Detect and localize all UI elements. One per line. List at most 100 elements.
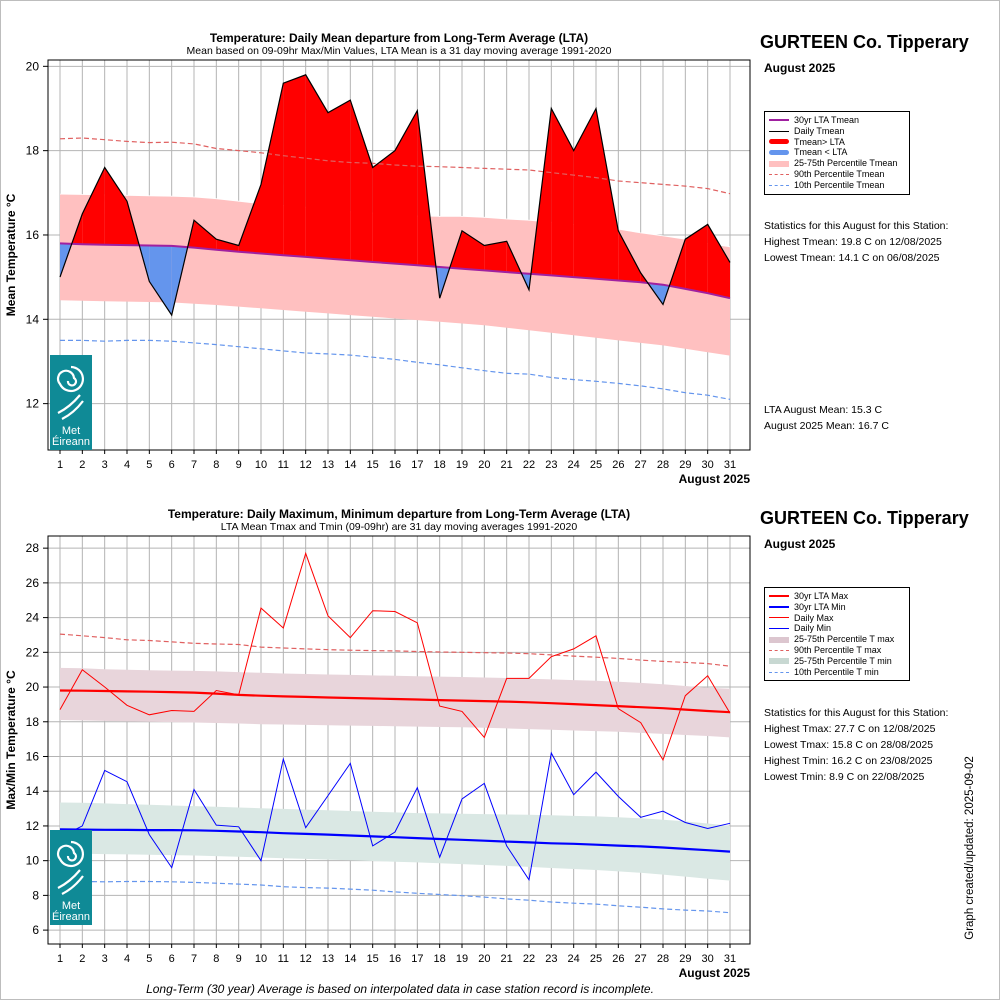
daily-min-line	[59, 751, 731, 882]
y-tick-label: 12	[26, 819, 40, 833]
x-tick-label: 20	[478, 459, 490, 471]
x-tick-label: 22	[523, 953, 535, 965]
stats-line: Lowest Tmin: 8.9 C on 22/08/2025	[764, 771, 925, 783]
legend-swatch	[769, 635, 789, 645]
x-tick-label: 30	[702, 459, 714, 471]
x-tick-label: 13	[322, 953, 334, 965]
lta-max-line	[59, 689, 731, 714]
legend-item: Daily Min	[769, 623, 909, 634]
legend-item: 25-75th Percentile Tmean	[769, 158, 909, 169]
x-tick-label: 18	[434, 953, 446, 965]
x-tick-label: 12	[300, 459, 312, 471]
x-tick-label: 15	[367, 459, 379, 471]
grid	[48, 536, 750, 944]
legend-item: Daily Max	[769, 613, 909, 624]
legend-label: Tmean> LTA	[794, 136, 845, 147]
legend-swatch	[769, 169, 789, 179]
met-eireann-logo: Met Éireann	[50, 830, 92, 925]
legend-swatch	[769, 613, 789, 623]
daily-tmean-line	[59, 74, 731, 317]
legend-swatch	[769, 159, 789, 169]
departure-fill	[596, 108, 619, 281]
departure-fill	[685, 224, 708, 294]
stats-means: LTA August Mean: 15.3 C August 2025 Mean…	[764, 402, 889, 434]
legend-label: Daily Min	[794, 623, 832, 634]
legend-item: Tmean < LTA	[769, 147, 909, 158]
x-tick-label: 29	[679, 459, 691, 471]
y-tick-label: 26	[26, 576, 40, 590]
x-tick-label: 7	[191, 459, 197, 471]
chart-title: Temperature: Daily Mean departure from L…	[210, 31, 588, 45]
x-tick-label: 1	[57, 459, 63, 471]
footnote: Long-Term (30 year) Average is based on …	[146, 982, 654, 996]
departure-fill	[82, 167, 105, 245]
x-tick-label: 2	[79, 953, 85, 965]
x-tick-label: 26	[612, 459, 624, 471]
legend-label: 30yr LTA Min	[794, 601, 846, 612]
y-tick-label: 22	[26, 645, 40, 659]
x-tick-label: 27	[635, 459, 647, 471]
legend-swatch	[769, 624, 789, 634]
x-axis-label: August 2025	[679, 472, 751, 486]
legend-swatch	[769, 591, 789, 601]
legend-label: 90th Percentile T max	[794, 644, 882, 655]
x-tick-label: 24	[568, 459, 580, 471]
departure-fill	[328, 100, 351, 261]
y-tick-label: 24	[26, 611, 40, 625]
plot-frame	[47, 535, 751, 945]
x-tick-label: 1	[57, 953, 63, 965]
legend-swatch	[769, 126, 789, 136]
x-tick-label: 24	[568, 953, 580, 965]
legend-item: 30yr LTA Min	[769, 602, 909, 613]
y-tick-label: 18	[26, 144, 40, 158]
x-tick-label: 5	[146, 953, 152, 965]
x-tick-label: 31	[724, 953, 736, 965]
legend-item: 25-75th Percentile T max	[769, 634, 909, 645]
x-tick-label: 30	[702, 953, 714, 965]
legend-label: Daily Tmean	[794, 125, 845, 136]
percentile-band-tmin	[60, 802, 730, 881]
departure-fill	[261, 83, 284, 256]
legend-swatch	[769, 645, 789, 655]
percentile-band-tmax	[60, 667, 730, 738]
stats-line: Highest Tmean: 19.8 C on 12/08/2025	[764, 236, 942, 248]
legend-swatch	[769, 180, 789, 190]
lta-mean: LTA August Mean: 15.3 C	[764, 404, 883, 416]
legend-label: 30yr LTA Tmean	[794, 115, 860, 125]
x-tick-label: 28	[657, 459, 669, 471]
x-tick-label: 25	[590, 459, 602, 471]
x-tick-label: 25	[590, 953, 602, 965]
departure-fill	[395, 110, 418, 266]
x-tick-label: 20	[478, 953, 490, 965]
x-tick-label: 5	[146, 459, 152, 471]
x-tick-label: 19	[456, 459, 468, 471]
legend-swatch	[769, 656, 789, 666]
chart-max-min-temperature: Temperature: Daily Maximum, Minimum depa…	[4, 507, 751, 980]
swirl-icon	[57, 840, 84, 895]
stats-bottom: Statistics for this August for this Stat…	[764, 705, 948, 785]
legend-item: 90th Percentile Tmean	[769, 169, 909, 180]
x-tick-label: 8	[213, 459, 219, 471]
legend-item: 30yr LTA Tmean	[769, 115, 909, 126]
x-tick-label: 17	[411, 459, 423, 471]
x-tick-label: 12	[300, 953, 312, 965]
legend-label: 90th Percentile Tmean	[794, 168, 885, 179]
logo-text-line2: Éireann	[52, 911, 90, 923]
y-tick-label: 10	[26, 854, 40, 868]
x-tick-label: 15	[367, 953, 379, 965]
p90-tmean-line	[59, 137, 731, 195]
x-tick-label: 4	[124, 459, 130, 471]
x-tick-label: 4	[124, 953, 130, 965]
departure-fill	[573, 108, 596, 279]
data-layer	[59, 551, 731, 914]
legend-label: 25-75th Percentile Tmean	[794, 158, 898, 169]
x-tick-label: 27	[635, 953, 647, 965]
departure-fill	[707, 224, 730, 299]
chart-subtitle: Mean based on 09-09hr Max/Min Values, LT…	[187, 45, 612, 57]
lta-min-line	[59, 828, 731, 853]
departure-fill	[462, 230, 485, 271]
logo-text-line2: Éireann	[52, 436, 90, 448]
departure-fill	[283, 74, 306, 257]
x-tick-label: 13	[322, 459, 334, 471]
legend-label: 25-75th Percentile T min	[794, 655, 892, 666]
